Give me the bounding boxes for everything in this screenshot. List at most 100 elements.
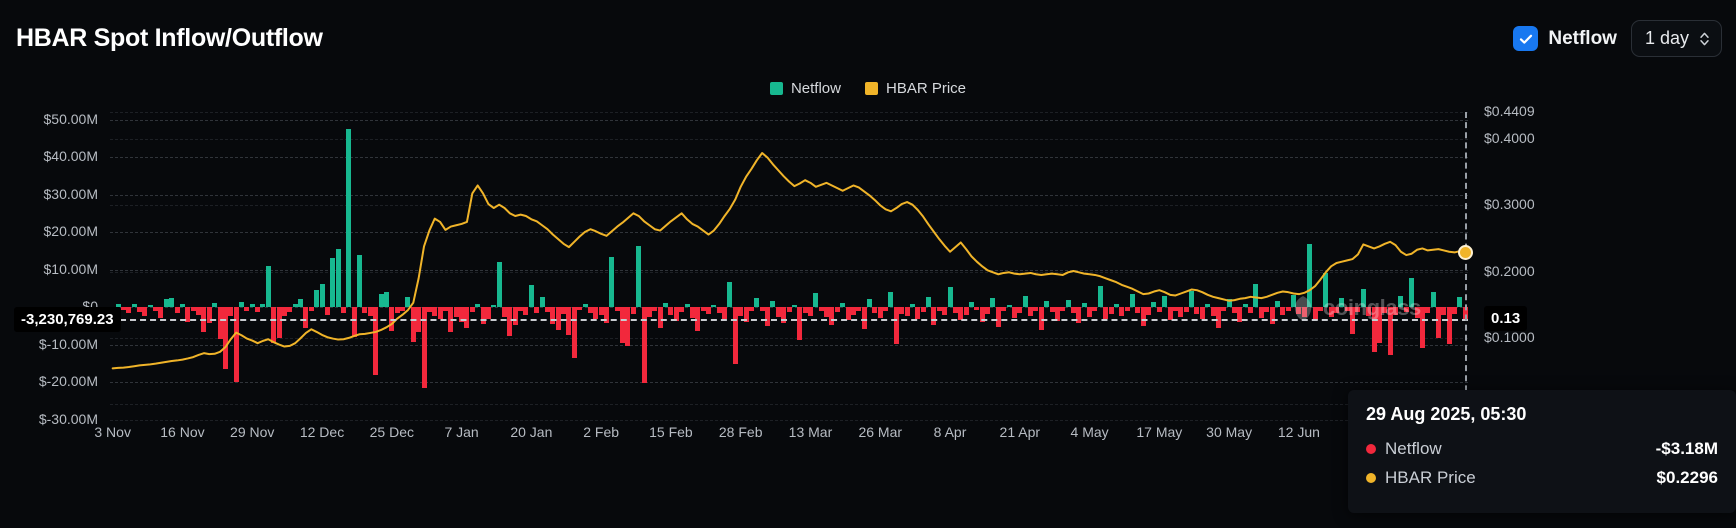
- netflow-bar[interactable]: [593, 307, 599, 320]
- netflow-bar[interactable]: [1366, 307, 1372, 316]
- netflow-bar[interactable]: [1226, 298, 1232, 308]
- netflow-bar[interactable]: [550, 307, 556, 325]
- netflow-bar[interactable]: [1371, 307, 1377, 352]
- netflow-bar[interactable]: [1151, 302, 1157, 308]
- netflow-bar[interactable]: [357, 255, 363, 308]
- netflow-bar[interactable]: [587, 307, 593, 314]
- netflow-bar[interactable]: [394, 307, 400, 313]
- netflow-bar[interactable]: [775, 307, 781, 318]
- netflow-bar[interactable]: [491, 304, 497, 308]
- netflow-bar[interactable]: [244, 307, 250, 312]
- netflow-bar[interactable]: [1006, 304, 1012, 308]
- netflow-bar[interactable]: [1280, 307, 1286, 315]
- netflow-bar[interactable]: [985, 307, 991, 315]
- netflow-bar[interactable]: [303, 307, 309, 328]
- netflow-bar[interactable]: [738, 307, 744, 316]
- netflow-bar[interactable]: [1441, 307, 1447, 316]
- netflow-bar[interactable]: [502, 307, 508, 317]
- netflow-bar[interactable]: [1253, 284, 1259, 308]
- netflow-bar[interactable]: [1398, 296, 1404, 308]
- netflow-bar[interactable]: [1269, 307, 1275, 325]
- netflow-bar[interactable]: [888, 291, 894, 308]
- netflow-bar[interactable]: [319, 283, 325, 308]
- netflow-bar[interactable]: [1414, 307, 1420, 319]
- netflow-bar[interactable]: [120, 307, 126, 311]
- netflow-bar[interactable]: [679, 307, 685, 313]
- netflow-bar[interactable]: [899, 307, 905, 314]
- netflow-bar[interactable]: [893, 307, 899, 345]
- netflow-bar[interactable]: [1333, 307, 1339, 314]
- netflow-bar[interactable]: [1060, 307, 1066, 311]
- netflow-bar[interactable]: [1087, 307, 1093, 317]
- netflow-bar[interactable]: [1119, 307, 1125, 316]
- netflow-bar[interactable]: [802, 307, 808, 313]
- netflow-bar[interactable]: [485, 307, 491, 319]
- netflow-bar[interactable]: [850, 307, 856, 315]
- netflow-bar[interactable]: [968, 302, 974, 308]
- netflow-bar[interactable]: [722, 307, 728, 319]
- netflow-bar[interactable]: [153, 307, 159, 311]
- netflow-bar[interactable]: [523, 307, 529, 315]
- netflow-bar[interactable]: [1194, 307, 1200, 315]
- netflow-bar[interactable]: [818, 307, 824, 312]
- netflow-bar[interactable]: [131, 303, 137, 308]
- netflow-bar[interactable]: [1274, 300, 1280, 308]
- netflow-bar[interactable]: [1430, 291, 1436, 308]
- netflow-bar[interactable]: [1387, 307, 1393, 355]
- netflow-bar[interactable]: [115, 303, 121, 308]
- netflow-bar[interactable]: [759, 307, 765, 311]
- netflow-bar[interactable]: [137, 307, 143, 313]
- netflow-bar[interactable]: [995, 307, 1001, 327]
- netflow-bar[interactable]: [292, 304, 298, 308]
- netflow-bar[interactable]: [1081, 302, 1087, 308]
- netflow-bar[interactable]: [265, 266, 271, 308]
- netflow-bar[interactable]: [1376, 307, 1382, 343]
- netflow-bar[interactable]: [689, 307, 695, 318]
- netflow-bar[interactable]: [1248, 307, 1254, 313]
- netflow-bar[interactable]: [1044, 300, 1050, 308]
- netflow-bar[interactable]: [974, 307, 980, 311]
- netflow-bar[interactable]: [400, 307, 406, 312]
- netflow-bar[interactable]: [630, 307, 636, 315]
- netflow-bar[interactable]: [239, 302, 244, 308]
- netflow-bar[interactable]: [1135, 307, 1141, 313]
- netflow-bar[interactable]: [217, 307, 223, 339]
- netflow-bar[interactable]: [276, 307, 282, 338]
- netflow-bar[interactable]: [464, 307, 470, 329]
- netflow-bar[interactable]: [1323, 272, 1329, 308]
- netflow-bar[interactable]: [1210, 307, 1216, 316]
- netflow-bar[interactable]: [1146, 307, 1152, 315]
- netflow-bar[interactable]: [958, 307, 964, 321]
- netflow-bar[interactable]: [641, 307, 647, 383]
- netflow-bar[interactable]: [142, 307, 148, 316]
- netflow-bar[interactable]: [663, 302, 669, 308]
- netflow-bar[interactable]: [791, 304, 797, 308]
- netflow-bar[interactable]: [1178, 307, 1184, 318]
- netflow-bar[interactable]: [1258, 307, 1264, 318]
- netflow-bar[interactable]: [625, 307, 631, 347]
- netflow-bar[interactable]: [287, 307, 293, 312]
- netflow-bar[interactable]: [410, 307, 416, 343]
- netflow-bar[interactable]: [1130, 293, 1136, 308]
- netflow-bar[interactable]: [539, 296, 545, 308]
- netflow-bar[interactable]: [1317, 307, 1323, 312]
- checkbox-checked-icon[interactable]: [1513, 26, 1539, 51]
- netflow-bar[interactable]: [700, 307, 706, 312]
- netflow-bar[interactable]: [1446, 307, 1452, 345]
- netflow-bar[interactable]: [1049, 307, 1055, 313]
- netflow-bar[interactable]: [813, 292, 819, 308]
- netflow-bar[interactable]: [260, 303, 266, 308]
- netflow-bar[interactable]: [1339, 298, 1345, 308]
- netflow-bar[interactable]: [824, 307, 830, 318]
- netflow-bar[interactable]: [1360, 289, 1366, 308]
- netflow-bar[interactable]: [346, 128, 352, 308]
- netflow-bar[interactable]: [754, 297, 760, 308]
- netflow-bar[interactable]: [711, 305, 717, 308]
- netflow-bar[interactable]: [1033, 307, 1039, 312]
- netflow-bar[interactable]: [856, 307, 862, 311]
- netflow-bar[interactable]: [367, 307, 373, 316]
- legend-item-netflow[interactable]: Netflow: [769, 80, 841, 97]
- netflow-checkbox[interactable]: Netflow: [1513, 26, 1617, 51]
- netflow-bar[interactable]: [1285, 307, 1291, 312]
- netflow-bar[interactable]: [126, 307, 132, 314]
